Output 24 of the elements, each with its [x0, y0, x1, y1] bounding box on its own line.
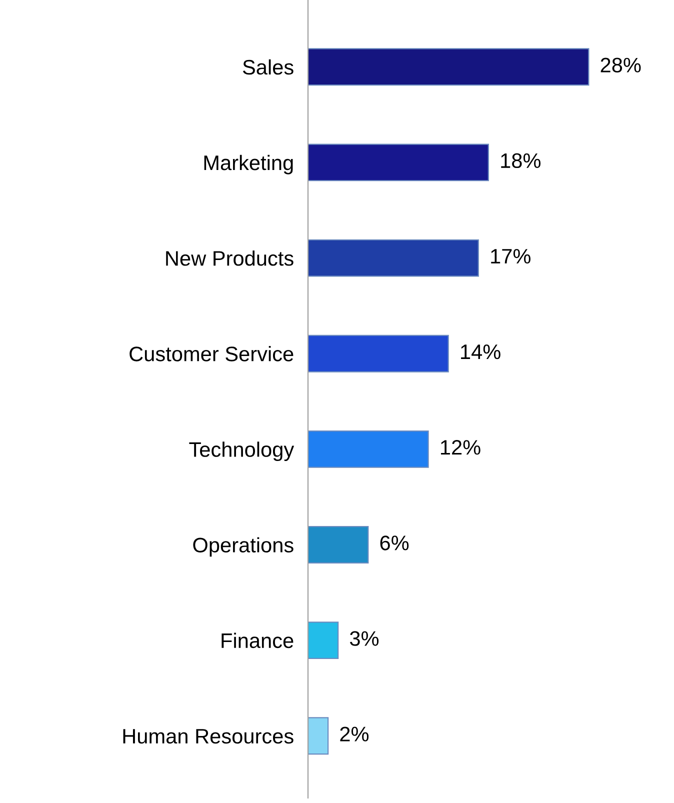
y-tick-label: Customer Service — [130, 346, 294, 362]
y-tick-label: New Products — [166, 250, 294, 266]
bar — [308, 239, 479, 277]
data-label: 14% — [461, 344, 500, 360]
bar — [308, 526, 369, 564]
data-label: 18% — [501, 153, 540, 168]
y-tick-label: Technology — [189, 442, 294, 462]
y-tick-label: Sales — [242, 59, 294, 75]
y-tick-label: Operations — [193, 537, 294, 557]
y-tick-label: Finance — [222, 632, 294, 648]
y-tick-label: Human Resources — [123, 729, 294, 744]
bar — [308, 334, 449, 372]
data-label: 3% — [350, 631, 379, 646]
y-tick-label: Marketing — [204, 154, 293, 174]
data-label: 6% — [380, 536, 409, 550]
bar — [308, 144, 489, 182]
bar — [308, 48, 590, 86]
data-label: 12% — [440, 440, 480, 455]
bar — [308, 430, 429, 468]
bar — [308, 717, 329, 755]
data-label: 17% — [491, 248, 530, 264]
bar — [308, 622, 339, 660]
data-label: 28% — [600, 58, 641, 72]
data-label: 2% — [340, 726, 369, 742]
